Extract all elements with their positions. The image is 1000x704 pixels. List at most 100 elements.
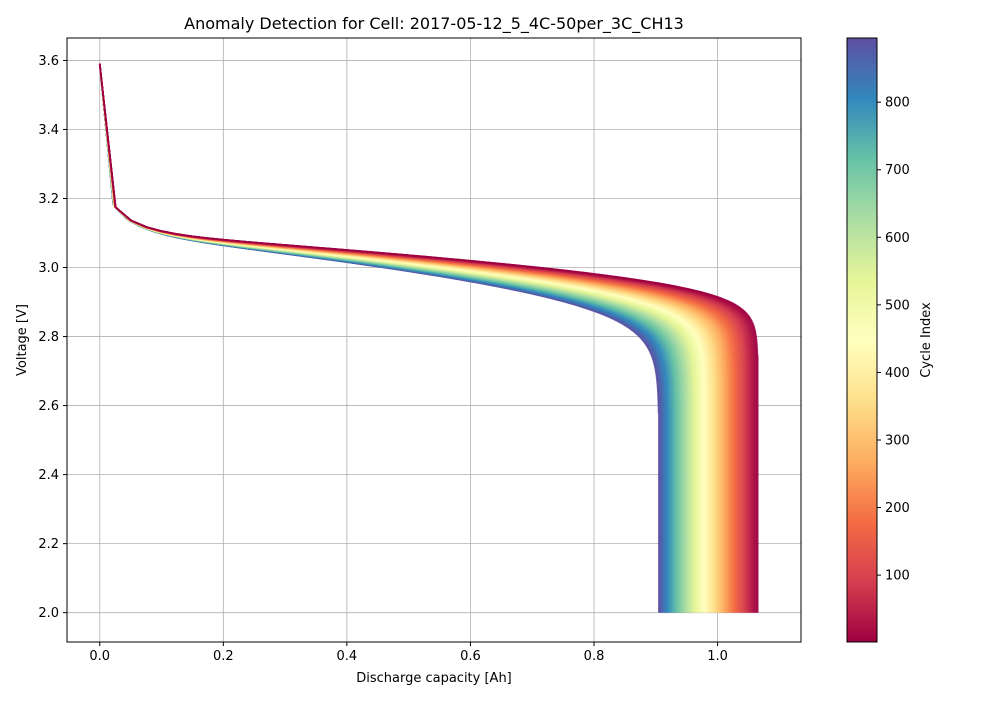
y-tick-label: 3.4 — [38, 123, 59, 138]
cycle-curve — [98, 63, 684, 613]
y-tick-label: 3.6 — [38, 54, 59, 69]
colorbar-ticks: 100 200 300 400 500 600 700 800 — [877, 96, 910, 584]
cycle-curve — [98, 63, 728, 613]
x-tick-label: 0.4 — [337, 649, 358, 664]
cycle-curve — [98, 63, 673, 613]
cycle-curve — [98, 63, 671, 613]
cycle-curve — [98, 63, 733, 613]
colorbar-tick-label: 600 — [885, 231, 910, 246]
cycle-curve — [98, 63, 669, 613]
cycle-curve — [98, 63, 677, 613]
cycle-curve — [98, 63, 726, 613]
cycle-curve — [98, 63, 674, 613]
cycle-curve — [98, 63, 705, 613]
cycle-curve — [98, 63, 661, 613]
cycle-curve — [98, 63, 698, 613]
cycle-curve — [98, 63, 701, 613]
x-tick-label: 0.8 — [584, 649, 605, 664]
cycle-curve — [98, 63, 704, 613]
x-tick-label: 0.2 — [213, 649, 234, 664]
y-tick-label: 2.0 — [38, 606, 59, 621]
colorbar-tick-label: 100 — [885, 569, 910, 584]
cycle-curve — [98, 63, 698, 613]
cycle-curve — [98, 63, 716, 613]
cycle-curve — [98, 63, 679, 613]
x-tick-label: 1.0 — [707, 649, 728, 664]
cycle-curve — [98, 63, 663, 613]
cycle-curve — [98, 63, 662, 613]
y-axis: 2.0 2.2 2.4 2.6 2.8 3.0 3.2 3.4 3.6 — [38, 54, 67, 621]
cycle-curve — [98, 63, 730, 613]
discharge-curves — [98, 63, 759, 613]
cycle-curve — [98, 63, 680, 613]
cycle-curve — [98, 63, 732, 613]
cycle-curve — [98, 63, 681, 613]
cycle-curve — [98, 63, 688, 613]
cycle-curve — [98, 63, 683, 613]
cycle-curve — [98, 63, 676, 613]
cycle-curve — [98, 63, 664, 613]
cycle-curve — [98, 63, 667, 613]
cycle-curve — [98, 63, 734, 613]
cycle-curve — [98, 63, 696, 613]
cycle-curve — [98, 63, 668, 613]
cycle-curve — [98, 63, 719, 613]
cycle-curve — [98, 63, 721, 613]
cycle-curve — [98, 63, 681, 613]
cycle-curve — [98, 63, 694, 613]
cycle-curve — [98, 63, 727, 613]
cycle-curve — [98, 63, 688, 613]
cycle-curve — [98, 63, 691, 613]
colorbar-tick-label: 700 — [885, 163, 910, 178]
cycle-curve — [98, 63, 667, 613]
colorbar-tick-label: 800 — [885, 96, 910, 111]
y-tick-label: 2.2 — [38, 537, 59, 552]
cycle-curve — [98, 63, 666, 613]
y-tick-label: 2.6 — [38, 399, 59, 414]
cycle-curve — [98, 63, 705, 613]
cycle-curve — [98, 63, 714, 613]
y-tick-label: 3.0 — [38, 261, 59, 276]
cycle-curve — [98, 63, 703, 613]
cycle-curve — [98, 63, 725, 613]
cycle-curve — [98, 63, 697, 613]
cycle-curve — [98, 63, 666, 613]
cycle-curve — [98, 63, 717, 613]
cycle-curve — [98, 63, 675, 613]
cycle-curve — [98, 63, 660, 613]
cycle-curve — [98, 63, 731, 613]
cycle-curve — [98, 63, 702, 613]
cycle-curve — [98, 63, 686, 613]
chart-title: Anomaly Detection for Cell: 2017-05-12_5… — [184, 14, 684, 34]
cycle-curve — [98, 63, 685, 613]
cycle-curve — [98, 63, 695, 613]
x-axis-label: Discharge capacity [Ah] — [356, 671, 512, 686]
cycle-curve — [98, 63, 735, 613]
cycle-curve — [98, 63, 717, 613]
cycle-curve — [98, 63, 736, 613]
cycle-curve — [98, 63, 707, 613]
cycle-curve — [98, 63, 703, 613]
cycle-curve — [98, 63, 669, 613]
cycle-curve — [98, 63, 685, 613]
cycle-curve — [98, 63, 691, 613]
cycle-curve — [98, 63, 690, 613]
cycle-curve — [98, 63, 706, 613]
cycle-curve — [98, 63, 720, 613]
colorbar-label: Cycle Index — [919, 302, 934, 378]
cycle-curve — [98, 63, 677, 613]
cycle-curve — [98, 63, 663, 613]
y-tick-label: 2.8 — [38, 330, 59, 345]
cycle-curve — [98, 63, 704, 613]
cycle-curve — [98, 63, 724, 613]
cycle-curve — [98, 63, 718, 613]
cycle-curve — [98, 63, 676, 613]
cycle-curve — [98, 63, 709, 613]
cycle-curve — [98, 63, 664, 613]
cycle-curve — [98, 63, 719, 613]
cycle-curve — [98, 63, 702, 613]
cycle-curve — [98, 63, 694, 613]
cycle-curve — [98, 63, 731, 613]
colorbar-tick-label: 500 — [885, 298, 910, 313]
cycle-curve — [98, 63, 711, 613]
